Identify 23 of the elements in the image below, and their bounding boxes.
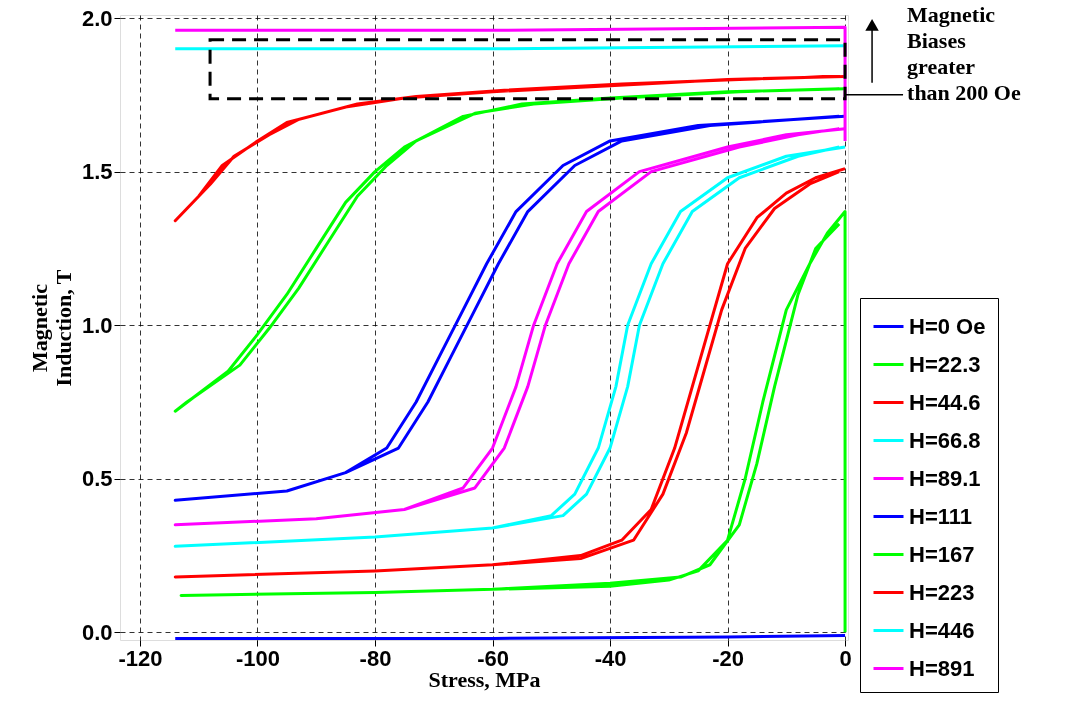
x-tick-label: 0 <box>839 645 852 671</box>
legend-label: H=167 <box>909 541 975 567</box>
legend-label: H=223 <box>909 579 975 605</box>
legend-label: H=66.8 <box>909 427 981 453</box>
y-axis-title: Magnetic Induction, T <box>26 269 76 387</box>
legend-label: H=22.3 <box>909 351 981 377</box>
x-tick-label: -120 <box>118 645 163 671</box>
x-tick-label: -100 <box>235 645 281 671</box>
y-tick-label: 0.0 <box>81 619 113 645</box>
legend-label: H=89.1 <box>909 465 981 491</box>
legend-label: H=44.6 <box>909 389 981 415</box>
annotation: Magnetic Biases greater than 200 Oe <box>907 1 1021 105</box>
x-tick-label: -20 <box>712 645 744 671</box>
x-tick-label: -80 <box>359 645 392 671</box>
y-tick-label: 1.5 <box>81 159 113 185</box>
y-tick-label: 2.0 <box>81 5 113 31</box>
legend-label: H=891 <box>909 655 975 681</box>
y-tick-label: 1.0 <box>81 312 113 338</box>
legend-label: H=111 <box>909 503 973 529</box>
y-tick-label: 0.5 <box>81 466 113 492</box>
x-tick-label: -40 <box>594 645 627 671</box>
legend-label: H=0 Oe <box>909 313 986 339</box>
legend-label: H=446 <box>909 617 975 643</box>
